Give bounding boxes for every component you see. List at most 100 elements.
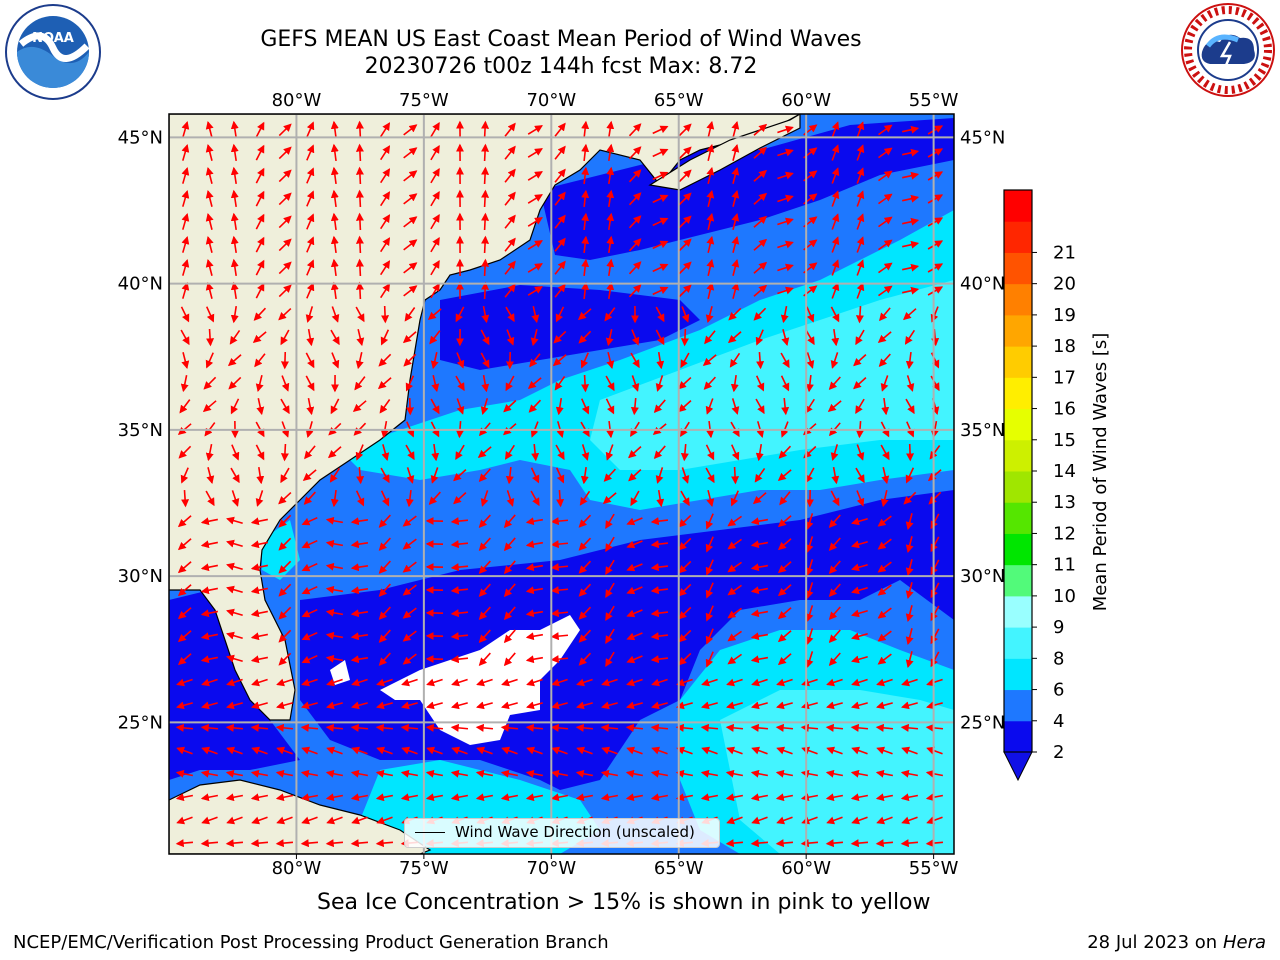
wind-arrow: [356, 466, 365, 485]
wind-arrow: [926, 816, 943, 825]
wind-arrow: [325, 631, 344, 640]
wind-arrow: [178, 445, 192, 459]
wind-arrow: [255, 259, 265, 276]
lon-label-top: 60°W: [781, 90, 831, 111]
wind-arrow: [376, 678, 393, 687]
lon-label-bottom: 80°W: [272, 858, 322, 879]
lat-label-left: 30°N: [118, 566, 163, 587]
wind-arrow: [375, 723, 394, 732]
wind-arrow: [551, 701, 568, 710]
wind-arrow: [631, 375, 640, 392]
wind-arrow: [755, 398, 765, 415]
wind-arrow: [878, 262, 893, 274]
colorbar-segment: [1004, 471, 1032, 503]
wind-arrow: [505, 375, 515, 392]
wind-arrow: [427, 308, 442, 321]
wind-arrow: [650, 655, 669, 664]
wind-arrow: [626, 746, 643, 755]
wind-arrow: [503, 560, 516, 575]
lat-label-left: 25°N: [118, 712, 163, 733]
wind-arrow: [902, 217, 920, 226]
wind-arrow: [251, 816, 268, 825]
wind-arrow: [429, 330, 441, 345]
wind-arrow: [176, 678, 193, 687]
wind-arrow: [202, 400, 217, 413]
wind-arrow: [705, 605, 714, 622]
wind-arrow: [650, 540, 669, 549]
wind-arrow: [628, 238, 642, 252]
wind-arrow: [500, 723, 519, 732]
wind-arrow: [550, 655, 569, 664]
lat-label-right: 35°N: [960, 420, 1005, 441]
wind-arrow: [727, 607, 742, 619]
wind-arrow: [805, 628, 814, 645]
wind-arrow: [276, 746, 293, 755]
lon-label-top: 80°W: [272, 90, 322, 111]
wind-arrow: [851, 701, 868, 710]
wind-arrow: [330, 120, 339, 139]
wind-arrow: [926, 701, 943, 710]
wind-arrow: [525, 540, 544, 549]
wind-arrow: [706, 235, 715, 253]
wind-arrow: [579, 490, 591, 506]
period-zone-dark-north: [540, 118, 954, 260]
wind-arrow: [705, 306, 714, 324]
wind-arrow: [326, 701, 343, 710]
wind-arrow: [878, 285, 893, 297]
wind-arrow: [604, 307, 616, 322]
wind-arrow: [330, 398, 340, 415]
wind-arrow: [725, 839, 744, 848]
credit-text: NCEP/EMC/Verification Post Processing Pr…: [13, 932, 609, 953]
wind-arrow: [355, 352, 364, 370]
wind-arrow: [555, 306, 565, 323]
wind-arrow: [350, 563, 369, 572]
wind-arrow: [855, 467, 865, 484]
wind-arrow: [805, 536, 814, 553]
wind-arrow: [527, 263, 543, 273]
wind-arrow: [330, 258, 339, 277]
wind-arrow: [275, 839, 294, 848]
wind-arrow: [478, 652, 491, 666]
wind-arrow: [630, 490, 640, 507]
wind-arrow: [450, 723, 469, 732]
wind-arrow: [878, 353, 891, 367]
wind-arrow: [851, 655, 868, 664]
period-zone-lightcyan-east: [590, 280, 954, 470]
wind-arrow: [927, 469, 942, 482]
wind-arrow: [226, 585, 243, 594]
missing-data-area-2: [330, 660, 350, 685]
lon-label-bottom: 65°W: [654, 858, 704, 879]
wind-arrow: [851, 816, 868, 825]
wind-arrow: [905, 536, 914, 554]
wind-arrow: [650, 723, 669, 732]
wind-arrow: [402, 607, 417, 619]
wind-arrow: [800, 793, 819, 802]
wind-arrow: [750, 609, 769, 618]
wind-arrow: [453, 469, 467, 482]
wind-arrow: [605, 513, 615, 530]
wind-arrow: [705, 651, 714, 668]
wind-arrow: [900, 793, 919, 802]
wind-arrow: [351, 678, 368, 687]
wind-arrow: [706, 120, 715, 138]
wind-arrow: [450, 632, 469, 641]
wind-arrow: [700, 723, 719, 732]
wind-arrow: [506, 490, 515, 507]
wind-arrow: [205, 120, 214, 138]
wind-arrow: [855, 398, 865, 415]
wind-arrow: [927, 194, 944, 204]
wind-arrow: [200, 793, 219, 802]
wind-arrow: [705, 513, 714, 530]
wind-arrow: [525, 609, 544, 618]
wind-arrow: [930, 536, 940, 553]
wind-arrow: [503, 652, 516, 667]
wind-arrow: [554, 375, 566, 391]
wind-arrow: [430, 282, 440, 299]
wind-arrow: [800, 723, 819, 732]
wind-arrow: [581, 189, 590, 208]
wind-arrow: [752, 492, 767, 505]
wind-arrow: [381, 444, 390, 462]
wind-arrow: [425, 769, 444, 778]
wind-arrow: [255, 490, 264, 507]
wind-arrow: [356, 329, 365, 347]
